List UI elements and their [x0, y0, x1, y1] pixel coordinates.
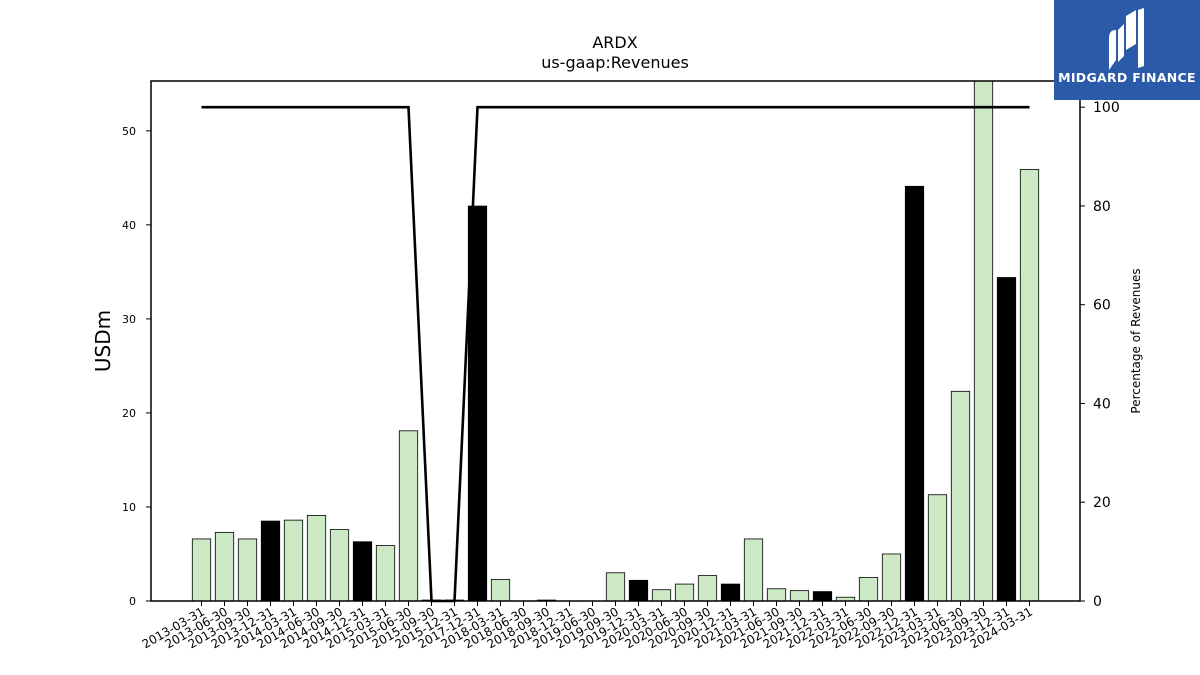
bar-2022-06-30: [858, 577, 879, 602]
y2-tick-label: 0: [1093, 594, 1102, 610]
bar-2020-06-30: [674, 583, 695, 602]
bar-2014-06-30: [306, 515, 327, 602]
axes-group: 010203040500204060801002013-03-312013-06…: [122, 80, 1120, 651]
bar-2023-06-30: [950, 390, 971, 602]
y-axis-label: USDm: [91, 310, 115, 372]
chart-title: ARDX: [592, 33, 637, 52]
y-tick-label: 30: [122, 313, 136, 326]
bar-2013-03-31: [191, 538, 212, 602]
y2-tick-label: 100: [1093, 100, 1120, 116]
bar-2021-09-30: [789, 590, 810, 602]
y-tick-label: 20: [122, 407, 136, 420]
bar-2013-09-30: [237, 538, 258, 602]
bars-group: [191, 80, 1040, 602]
y-tick-label: 0: [129, 595, 136, 608]
percentage-line-group: [201, 105, 1030, 603]
bar-2023-09-30: [973, 80, 994, 602]
bar-2020-09-30: [697, 575, 718, 602]
bar-2019-12-31: [628, 579, 649, 602]
y-tick-label: 10: [122, 501, 136, 514]
bar-2022-12-31: [904, 185, 925, 602]
brand-logo: MIDGARD FINANCE: [1054, 0, 1200, 100]
bar-2023-12-31: [996, 277, 1017, 602]
bar-2014-09-30: [329, 529, 350, 602]
brand-name: MIDGARD FINANCE: [1058, 70, 1196, 85]
y-tick-label: 40: [122, 219, 136, 232]
bar-2019-09-30: [605, 572, 626, 602]
bar-2023-03-31: [927, 494, 948, 602]
bar-2018-03-31: [490, 578, 511, 602]
midgard-logo-icon: [1109, 8, 1144, 70]
y2-tick-label: 60: [1093, 298, 1111, 314]
y2-axis-label: Percentage of Revenues: [1129, 268, 1143, 413]
percentage-line: [201, 105, 1030, 603]
bar-2021-03-31: [743, 538, 764, 602]
bar-2015-06-30: [398, 430, 419, 602]
bar-2014-12-31: [352, 541, 373, 602]
bar-2021-06-30: [766, 588, 787, 602]
bar-2020-12-31: [720, 583, 741, 602]
y2-tick-label: 20: [1093, 495, 1111, 511]
bar-2013-12-31: [260, 520, 281, 602]
y-tick-label: 50: [122, 125, 136, 138]
bar-2024-03-31: [1019, 168, 1040, 602]
bar-2014-03-31: [283, 519, 304, 602]
bar-2021-12-31: [812, 591, 833, 602]
y2-tick-label: 80: [1093, 199, 1111, 215]
bar-2013-06-30: [214, 531, 235, 602]
bar-2020-03-31: [651, 589, 672, 602]
chart-subtitle: us-gaap:Revenues: [541, 53, 689, 72]
bar-2022-09-30: [881, 553, 902, 602]
y2-tick-label: 40: [1093, 396, 1111, 412]
bar-2015-03-31: [375, 545, 396, 602]
